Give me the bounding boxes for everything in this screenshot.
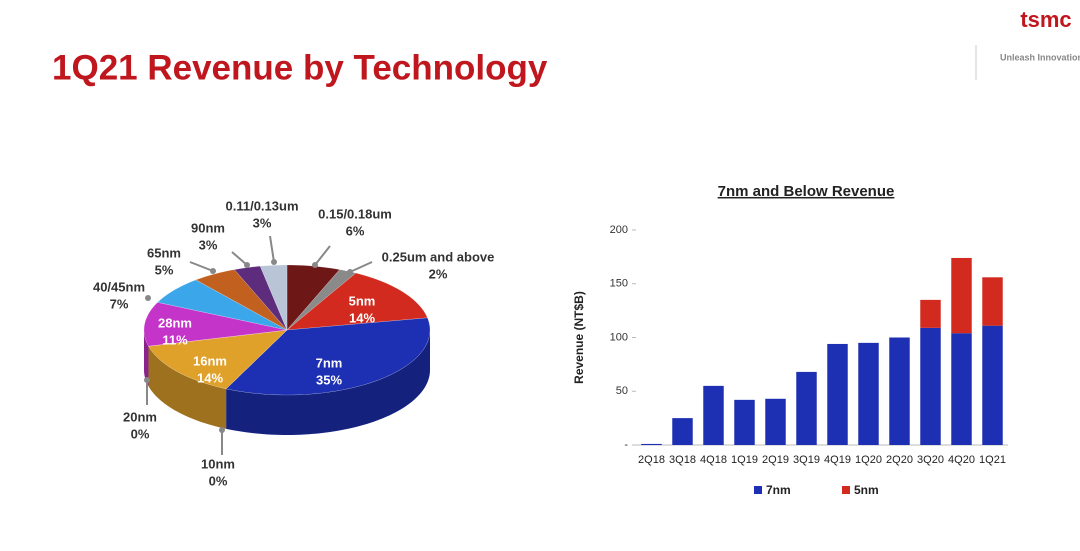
legend-label: 5nm [854, 483, 879, 497]
tagline: Unleash Innovation [1000, 52, 1080, 62]
legend-swatch [754, 486, 762, 494]
bar [827, 343, 848, 445]
leader-dot [244, 262, 250, 268]
leader-line [189, 261, 214, 272]
pie-slice [225, 317, 431, 396]
slice-value: 2% [429, 266, 448, 281]
pie-slice [157, 279, 288, 331]
slice-label: 5nm [349, 293, 376, 308]
x-tick-label: 3Q18 [669, 454, 696, 466]
slice-value: 5% [155, 262, 174, 277]
pie-side [148, 346, 227, 429]
y-tick-label: 150 [610, 278, 628, 290]
slice-label: 16nm [193, 353, 227, 368]
bar [951, 333, 972, 445]
slice-label: 20nm [123, 409, 157, 424]
chart-title: 7nm and Below Revenue [718, 183, 895, 200]
bar [765, 398, 786, 445]
slice-value: 14% [197, 370, 223, 385]
pie-slice [143, 302, 288, 347]
slice-value: 3% [253, 215, 272, 230]
leader-line [231, 251, 248, 266]
slice-label: 7nm [316, 355, 343, 370]
bar [641, 443, 662, 445]
leader-line [269, 235, 275, 263]
pie-slice [195, 269, 288, 331]
slice-value: 7% [110, 296, 129, 311]
pie-slice [286, 272, 428, 331]
pie-side [226, 330, 430, 435]
slide-title: 1Q21 Revenue by Technology [52, 48, 548, 87]
pie-slice [148, 329, 288, 347]
slice-value: 0% [209, 473, 228, 488]
bar [796, 371, 817, 445]
y-tick-label: 50 [616, 385, 628, 397]
slice-value: 35% [316, 372, 342, 387]
slice-label: 0.11/0.13um [226, 198, 299, 213]
slice-label: 0.25um and above [382, 249, 495, 264]
leader-dot [347, 269, 353, 275]
x-tick-label: 1Q20 [855, 454, 882, 466]
bar [951, 257, 972, 334]
bar [734, 399, 755, 445]
x-tick-label: 4Q18 [700, 454, 727, 466]
pie-slice [148, 329, 288, 390]
leader-dot [145, 295, 151, 301]
x-tick-label: 3Q20 [917, 454, 944, 466]
y-tick-label: 200 [610, 224, 628, 236]
slice-value: 0% [131, 426, 150, 441]
slice-value: 14% [349, 310, 375, 325]
slice-label: 65nm [147, 245, 181, 260]
y-axis-label: Revenue (NT$B) [572, 291, 586, 384]
leader-line [314, 245, 331, 266]
x-tick-label: 1Q19 [731, 454, 758, 466]
bar [858, 342, 879, 445]
pie-side [144, 330, 149, 387]
y-tick-label: 100 [610, 331, 628, 343]
leader-dot [144, 377, 150, 383]
leader-dot [271, 259, 277, 265]
x-tick-label: 4Q20 [948, 454, 975, 466]
bar [982, 277, 1003, 326]
x-tick-label: 2Q20 [886, 454, 913, 466]
pie-slice [259, 264, 288, 331]
bar [703, 385, 724, 445]
leader-dot [210, 268, 216, 274]
leader-line [349, 261, 373, 273]
bar [672, 418, 693, 445]
logo: tsmc [1020, 7, 1071, 32]
slice-value: 3% [199, 237, 218, 252]
x-tick-label: 4Q19 [824, 454, 851, 466]
slice-label: 10nm [201, 456, 235, 471]
slice-label: 0.15/0.18um [318, 206, 392, 221]
x-tick-label: 3Q19 [793, 454, 820, 466]
legend-label: 7nm [766, 483, 791, 497]
slice-label: 28nm [158, 315, 192, 330]
slice-label: 90nm [191, 220, 225, 235]
leader-dot [219, 427, 225, 433]
bar [889, 337, 910, 445]
pie-slice [225, 329, 288, 389]
bar [982, 325, 1003, 445]
y-tick-label: - [624, 439, 628, 451]
bar [920, 299, 941, 328]
legend-swatch [842, 486, 850, 494]
x-tick-label: 2Q18 [638, 454, 665, 466]
slice-label: 40/45nm [93, 279, 145, 294]
slice-value: 11% [162, 332, 188, 347]
x-tick-label: 1Q21 [979, 454, 1006, 466]
bar [920, 327, 941, 445]
leader-dot [312, 262, 318, 268]
slice-value: 6% [346, 223, 365, 238]
x-tick-label: 2Q19 [762, 454, 789, 466]
